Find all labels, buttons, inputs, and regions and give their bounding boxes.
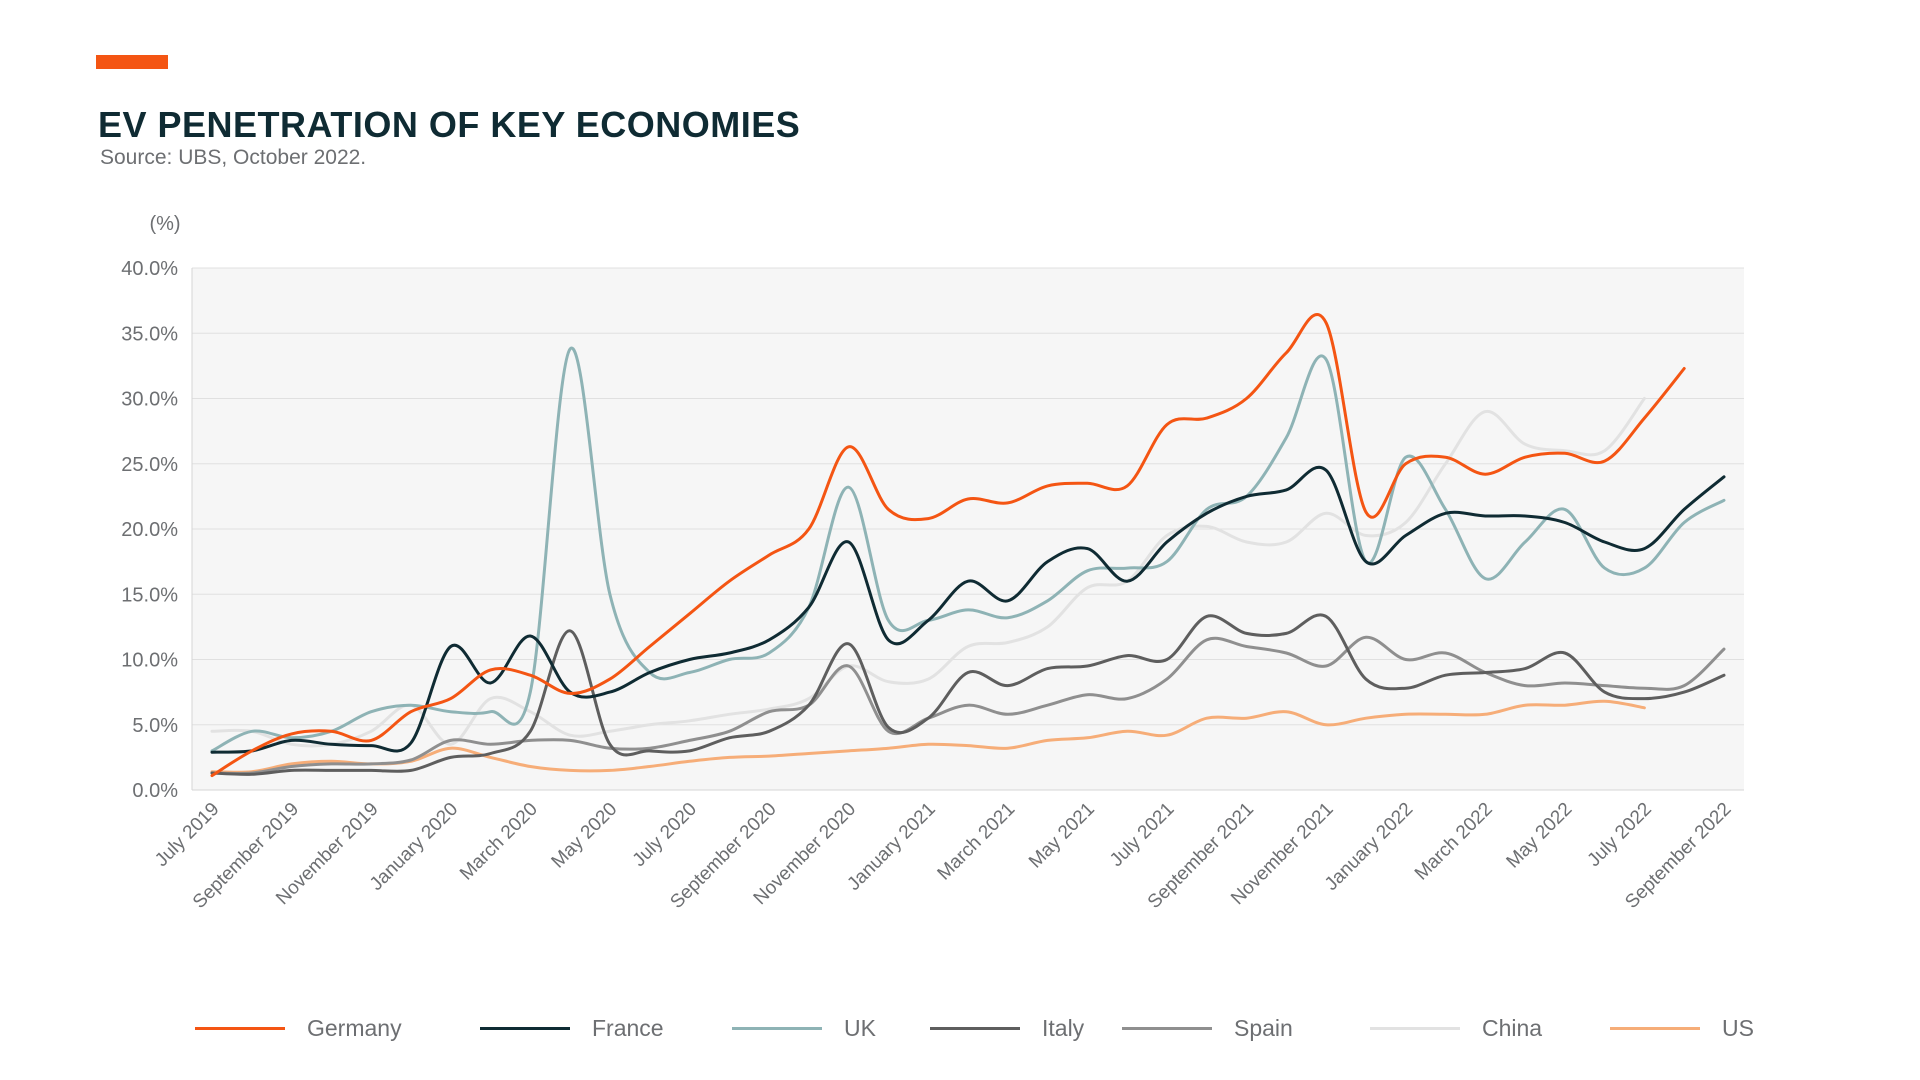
y-axis-unit-label: (%) [149,213,180,235]
series-line-france [210,466,1726,754]
legend-swatch [732,1026,822,1030]
x-tick-label: March 2020 [456,799,542,885]
chart-legend: Germany France UK Italy Spain China US [195,1008,1755,1048]
legend-item-italy: Italy [930,1008,1084,1048]
legend-item-france: France [480,1008,664,1048]
legend-swatch [480,1026,570,1030]
legend-label: Germany [307,1014,402,1041]
x-tick-label: July 2020 [629,799,701,871]
x-tick-label: May 2021 [1025,799,1099,873]
y-tick-label: 30.0% [121,389,178,411]
legend-item-uk: UK [732,1008,876,1048]
x-tick-label: March 2021 [934,799,1020,885]
series-line-germany [210,313,1686,778]
series-line-spain [210,635,1726,775]
x-tick-label: July 2019 [151,799,223,871]
legend-label: France [592,1014,664,1041]
y-tick-label: 0.0% [132,780,178,802]
y-tick-label: 35.0% [121,323,178,345]
line-chart: 0.0% 5.0% 10.0% 15.0% 20.0% 25.0% 30.0% 35.0% 40… [121,213,1744,913]
series-line-italy [210,613,1726,776]
y-tick-label: 5.0% [132,715,178,737]
y-tick-label: 40.0% [121,258,178,280]
legend-label: US [1722,1014,1754,1041]
chart-source: Source: UBS, October 2022. [100,146,367,169]
legend-item-germany: Germany [195,1008,402,1048]
x-tick-label: May 2022 [1503,799,1577,873]
legend-item-us: US [1610,1008,1754,1048]
legend-swatch [1610,1026,1700,1030]
legend-label: China [1482,1014,1543,1041]
x-tick-label: May 2020 [548,799,622,873]
x-tick-label: March 2022 [1411,799,1497,885]
series-line-uk [210,346,1726,753]
legend-item-spain: Spain [1122,1008,1293,1048]
legend-item-china: China [1370,1008,1542,1048]
y-tick-label: 20.0% [121,519,178,541]
legend-label: Spain [1234,1014,1293,1041]
y-tick-label: 10.0% [121,650,178,672]
x-tick-label: July 2021 [1106,799,1178,871]
y-tick-label: 25.0% [121,454,178,476]
series-line-us [210,699,1646,774]
legend-swatch [930,1026,1020,1030]
y-tick-label: 15.0% [121,584,178,606]
legend-label: Italy [1042,1014,1085,1041]
legend-swatch [1370,1026,1460,1030]
legend-swatch [1122,1026,1212,1030]
series-line-china [210,397,1646,748]
legend-swatch [195,1026,285,1030]
chart-title: EV PENETRATION OF KEY ECONOMIES [98,104,801,145]
x-tick-label: July 2022 [1584,799,1656,871]
legend-label: UK [844,1014,876,1041]
accent-bar [96,55,168,69]
